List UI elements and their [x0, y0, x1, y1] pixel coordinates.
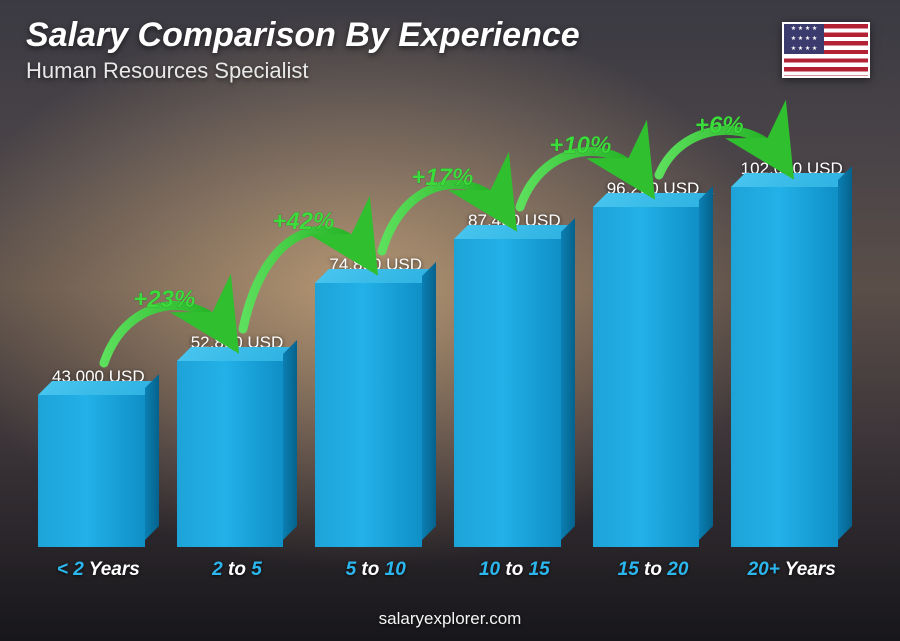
chart-canvas: Salary Comparison By Experience Human Re…	[0, 0, 900, 641]
x-axis-label: 2 to 5	[177, 559, 298, 581]
bar	[177, 361, 298, 547]
bar-column: 96,200 USD	[593, 179, 714, 547]
chart-subtitle: Human Resources Specialist	[26, 58, 308, 84]
country-flag-icon	[782, 22, 870, 78]
x-axis-label: 15 to 20	[593, 559, 714, 581]
bar-column: 102,000 USD	[731, 159, 852, 547]
bar-group: 43,000 USD52,800 USD74,800 USD87,400 USD…	[38, 110, 852, 547]
x-axis-label: 5 to 10	[315, 559, 436, 581]
x-axis-label: 10 to 15	[454, 559, 575, 581]
bar-column: 87,400 USD	[454, 211, 575, 547]
bar	[315, 283, 436, 547]
bar-column: 74,800 USD	[315, 255, 436, 547]
x-axis-label: < 2 Years	[38, 559, 159, 581]
bar	[731, 187, 852, 547]
chart-area: 43,000 USD52,800 USD74,800 USD87,400 USD…	[38, 110, 852, 581]
x-axis-label: 20+ Years	[731, 559, 852, 581]
bar-column: 52,800 USD	[177, 333, 298, 547]
footer-attribution: salaryexplorer.com	[0, 609, 900, 629]
x-axis-labels: < 2 Years 2 to 5 5 to 10 10 to 15 15 to 20 20…	[38, 559, 852, 581]
bar	[38, 395, 159, 547]
chart-title: Salary Comparison By Experience	[26, 16, 580, 55]
bar	[593, 207, 714, 547]
bar	[454, 239, 575, 547]
bar-column: 43,000 USD	[38, 367, 159, 547]
